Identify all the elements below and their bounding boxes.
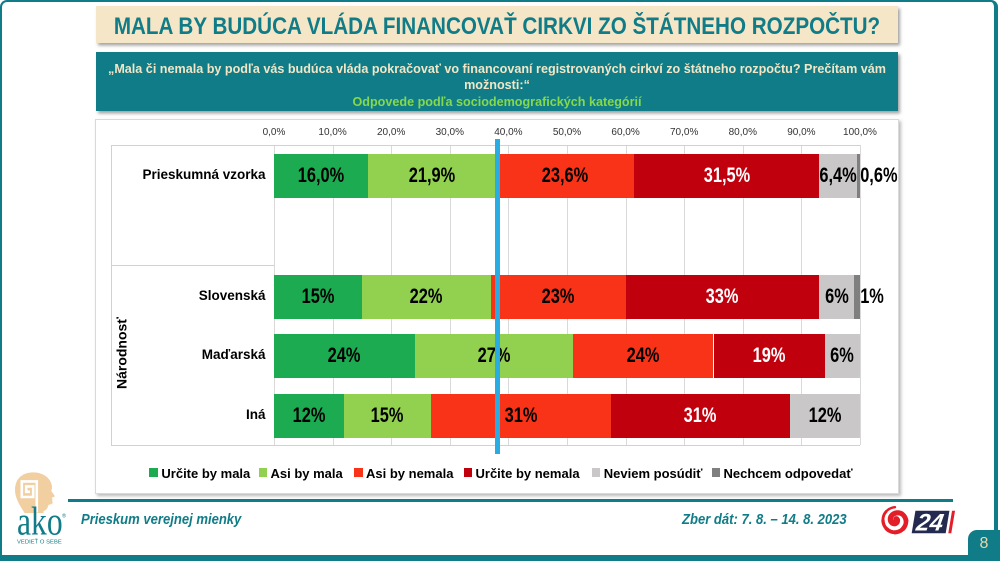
svg-text:24: 24 [913, 510, 946, 537]
svg-text:®: ® [62, 513, 66, 520]
svg-text:VEDIEŤ O SEBE: VEDIEŤ O SEBE [17, 538, 62, 546]
svg-text:ako: ako [17, 499, 63, 543]
